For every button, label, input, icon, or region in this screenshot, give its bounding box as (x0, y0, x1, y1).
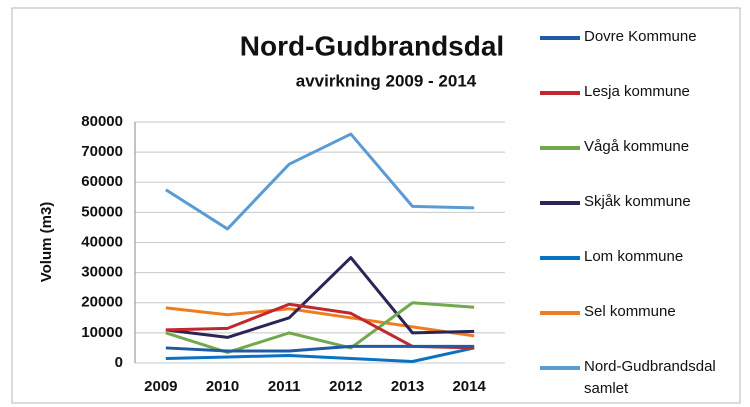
y-tick-label: 10000 (81, 324, 123, 341)
legend-label: Vågå kommune (584, 138, 690, 155)
x-tick-label: 2013 (391, 378, 424, 395)
series-line (165, 346, 475, 363)
x-tick-label: 2014 (452, 378, 486, 395)
legend-swatch (540, 146, 580, 150)
y-tick-label: 40000 (81, 233, 123, 250)
legend-entry: Lom kommune (540, 248, 734, 268)
legend-entry: Lesja kommune (540, 83, 734, 103)
x-tick-label: 2012 (329, 378, 362, 395)
legend-entry: Sel kommune (540, 303, 734, 323)
legend-swatch (540, 201, 580, 205)
x-tick-label: 2009 (144, 378, 177, 395)
series-line (165, 256, 475, 339)
y-axis-label: Volum (m3) (38, 202, 55, 283)
y-tick-label: 30000 (81, 264, 123, 281)
legend-swatch (540, 256, 580, 260)
legend-entry: Skjåk kommune (540, 193, 734, 213)
chart-title: Nord-Gudbrandsdal (240, 30, 504, 61)
series-line (165, 132, 475, 231)
legend-label: Dovre Kommune (584, 28, 697, 45)
chart-border (11, 7, 741, 404)
y-tick-label: 0 (115, 354, 123, 371)
legend-entry: Nord-Gudbrandsdal samlet (540, 358, 734, 400)
legend-label: Skjåk kommune (584, 193, 691, 210)
x-tick-label: 2011 (268, 378, 301, 395)
legend-swatch (540, 36, 580, 40)
y-tick-label: 70000 (81, 143, 123, 160)
x-tick-label: 2010 (206, 378, 239, 395)
legend-entry: Vågå kommune (540, 138, 734, 158)
legend-entry: Dovre Kommune (540, 28, 734, 48)
legend-swatch (540, 311, 580, 315)
legend-label: Lom kommune (584, 248, 684, 265)
legend-label: Nord-Gudbrandsdal samlet (584, 358, 716, 397)
y-tick-label: 20000 (81, 294, 123, 311)
legend-label: Sel kommune (584, 303, 676, 320)
legend-swatch (540, 366, 580, 370)
y-tick-label: 60000 (81, 173, 123, 190)
chart-subtitle: avvirkning 2009 - 2014 (296, 71, 477, 90)
series-line (165, 344, 475, 353)
legend-swatch (540, 91, 580, 95)
series-line (165, 306, 475, 338)
legend-label: Lesja kommune (584, 83, 690, 100)
y-tick-label: 80000 (81, 113, 123, 130)
y-tick-label: 50000 (81, 203, 123, 220)
